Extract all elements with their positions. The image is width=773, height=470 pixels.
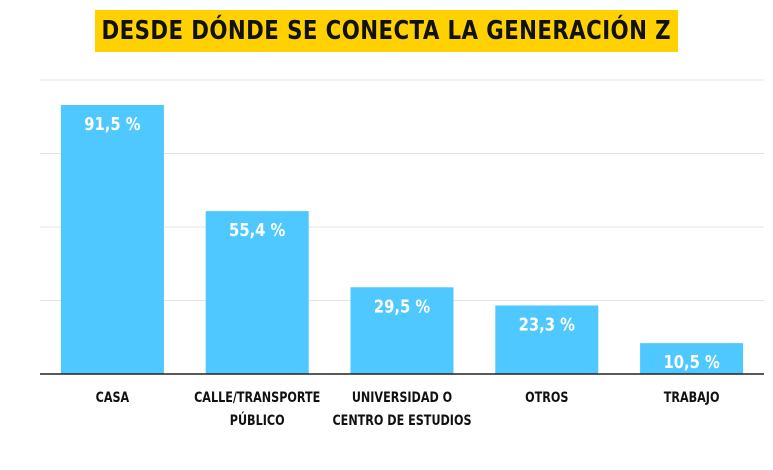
category-label: PÚBLICO bbox=[230, 412, 285, 429]
bar-value-label: 29,5 % bbox=[374, 296, 430, 317]
bar bbox=[495, 305, 599, 374]
bar-value-label: 55,4 % bbox=[229, 220, 285, 241]
bar bbox=[60, 104, 164, 375]
bar bbox=[640, 343, 744, 374]
bar-value-label: 10,5 % bbox=[663, 352, 719, 373]
category-label: CENTRO DE ESTUDIOS bbox=[332, 412, 471, 429]
category-label: CALLE/TRANSPORTE bbox=[194, 389, 320, 406]
category-label: TRABAJO bbox=[664, 389, 720, 406]
chart-title: DESDE DÓNDE SE CONECTA LA GENERACIÓN Z bbox=[95, 10, 678, 52]
category-label: UNIVERSIDAD O bbox=[352, 389, 453, 406]
bar-value-label: 23,3 % bbox=[519, 314, 575, 335]
category-label: OTROS bbox=[525, 389, 568, 406]
bar bbox=[205, 211, 309, 374]
bar-value-label: 91,5 % bbox=[84, 114, 140, 135]
bar bbox=[350, 287, 454, 374]
category-label: CASA bbox=[96, 389, 130, 406]
title-container: DESDE DÓNDE SE CONECTA LA GENERACIÓN Z bbox=[0, 0, 773, 52]
